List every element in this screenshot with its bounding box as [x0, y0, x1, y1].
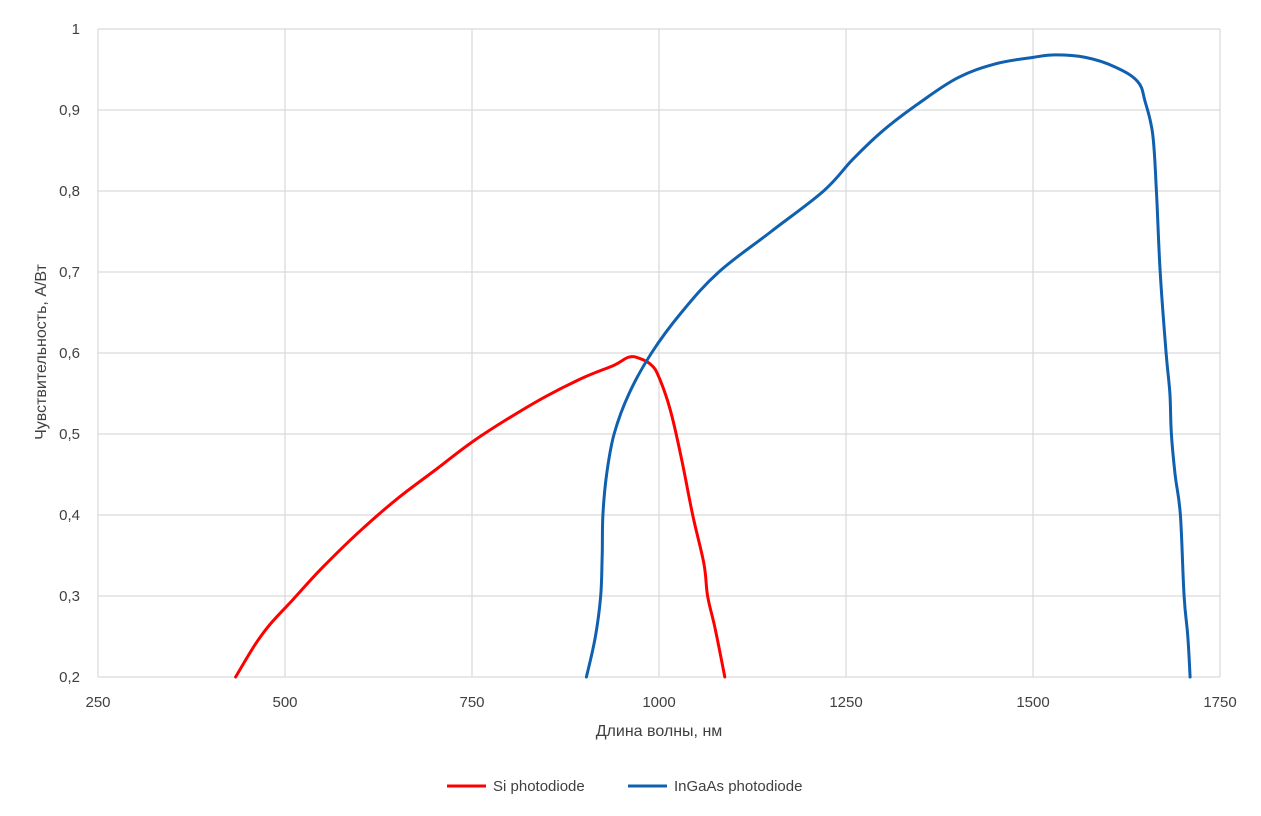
y-tick-label: 0,8 [59, 183, 80, 200]
y-tick-label: 0,9 [59, 102, 80, 119]
y-tick-label: 0,2 [59, 669, 80, 686]
x-tick-label: 1750 [1203, 694, 1236, 711]
x-tick-label: 250 [85, 694, 110, 711]
y-axis-ticks: 0,2 0,3 0,4 0,5 0,6 0,7 0,8 0,9 1 [59, 21, 80, 686]
ingaas-photodiode-line [584, 53, 1192, 679]
series-lines [234, 53, 1192, 679]
grid [97, 28, 1221, 678]
y-axis-title: Чувствительность, А/Вт [33, 263, 50, 439]
si-photodiode-line [234, 355, 727, 679]
x-tick-label: 1000 [642, 694, 675, 711]
y-tick-label: 1 [72, 21, 80, 38]
y-tick-label: 0,4 [59, 507, 80, 524]
y-tick-label: 0,7 [59, 264, 80, 281]
y-tick-label: 0,6 [59, 345, 80, 362]
legend: Si photodiode InGaAs photodiode [447, 778, 802, 795]
x-axis-title: Длина волны, нм [596, 723, 723, 740]
x-tick-label: 750 [459, 694, 484, 711]
x-tick-label: 1500 [1016, 694, 1049, 711]
y-tick-label: 0,5 [59, 426, 80, 443]
legend-label-ingaas: InGaAs photodiode [674, 778, 802, 795]
x-tick-label: 1250 [829, 694, 862, 711]
legend-label-si: Si photodiode [493, 778, 585, 795]
x-axis-ticks: 250 500 750 1000 1250 1500 1750 [85, 694, 1236, 711]
y-tick-label: 0,3 [59, 588, 80, 605]
x-tick-label: 500 [272, 694, 297, 711]
